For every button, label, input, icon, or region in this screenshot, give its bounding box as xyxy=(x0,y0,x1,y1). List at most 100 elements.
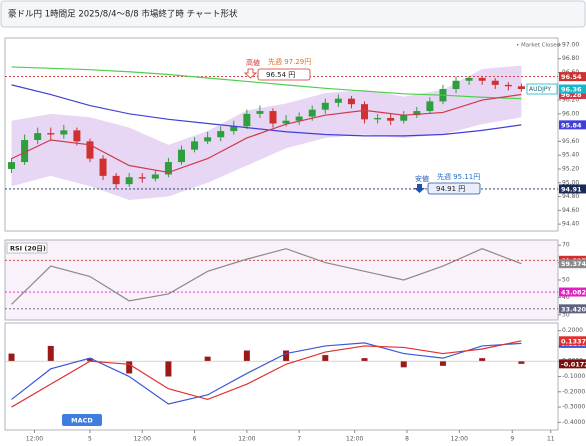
candle-body xyxy=(517,86,525,90)
candle-body xyxy=(191,141,199,150)
candle-body xyxy=(426,101,434,112)
x-tick-label: 12:00 xyxy=(238,436,255,443)
y-tick-label: 30 xyxy=(562,311,570,318)
axis-tag-box xyxy=(559,359,586,369)
macd-histogram-bar xyxy=(361,358,368,362)
y-tick-label: 96.20 xyxy=(562,97,579,104)
macd-histogram-bar xyxy=(400,361,407,368)
y-tick-label: 95.60 xyxy=(562,138,579,145)
candle-body xyxy=(478,77,486,81)
candle-body xyxy=(269,111,277,124)
title-bar xyxy=(0,0,586,28)
candle-body xyxy=(177,149,185,163)
candle-body xyxy=(34,133,42,141)
x-tick-label: 12:00 xyxy=(134,436,151,443)
axis-tag-label: 59.3742 xyxy=(561,260,586,268)
annotation-high: 高値 xyxy=(246,58,260,67)
axis-tag-box xyxy=(559,72,586,82)
candle-body xyxy=(230,126,238,132)
y-tick-label: 0.2000 xyxy=(562,327,583,334)
macd-histogram-bar xyxy=(243,350,250,362)
candle-body xyxy=(21,140,29,163)
y-tick-label: 70 xyxy=(562,242,570,249)
candle-body xyxy=(243,113,251,127)
axis-tag-box xyxy=(559,287,586,297)
candle-body xyxy=(47,133,55,135)
macd-histogram-bar xyxy=(479,358,486,362)
candle-body xyxy=(125,177,133,185)
x-tick-label: 5 xyxy=(88,436,92,443)
annotation-low: 安値 xyxy=(415,174,429,183)
page-title: 豪ドル円 1時間足 2025/8/4～8/8 市場終了時 チャート形状 xyxy=(8,9,238,20)
candle-body xyxy=(204,137,212,142)
panel-title-box xyxy=(62,414,102,426)
macd-histogram-bar xyxy=(165,361,172,377)
y-tick-label: -0.4000 xyxy=(562,419,585,426)
candle-body xyxy=(73,130,81,142)
arrow-down xyxy=(414,184,425,193)
indicator-line xyxy=(11,248,522,305)
macd-histogram-bar xyxy=(518,361,525,364)
axis-tag-label: 43.0822 xyxy=(561,289,586,297)
y-tick-label: 94.40 xyxy=(562,221,579,228)
candle-body xyxy=(465,77,473,81)
y-tick-label: 95.40 xyxy=(562,152,579,159)
axis-tag-box xyxy=(559,84,586,94)
macd-histogram-bar xyxy=(283,350,290,362)
y-tick-label: -0.1000 xyxy=(562,373,585,380)
macd-histogram-bar xyxy=(322,355,329,362)
y-tick-label: 94.60 xyxy=(562,207,579,214)
y-tick-label: 95.20 xyxy=(562,165,579,172)
x-tick-label: 12:00 xyxy=(346,436,363,443)
candle-body xyxy=(321,102,329,110)
x-tick-label: 9 xyxy=(510,436,514,443)
y-tick-label: -0.2000 xyxy=(562,388,585,395)
candle-body xyxy=(86,141,94,159)
candle-body xyxy=(374,117,382,120)
macd-histogram-bar xyxy=(204,356,211,362)
candle-body xyxy=(452,80,460,90)
candle-body xyxy=(282,120,290,124)
symbol-tag: AUDJPY xyxy=(529,86,551,93)
y-tick-label: 96.80 xyxy=(562,55,579,62)
axis-tag-label: 96.54 xyxy=(561,73,582,81)
candle-body xyxy=(99,158,107,176)
x-tick-label: 7 xyxy=(297,436,301,443)
y-tick-label: 94.80 xyxy=(562,193,579,200)
y-tick-label: 97.00 xyxy=(562,41,579,48)
panel-title-box xyxy=(6,242,48,254)
annotation-high-prev: 先週 97.29円 xyxy=(268,57,311,66)
panel xyxy=(4,322,559,431)
symbol-tag-box xyxy=(526,83,558,95)
axis-tag-box xyxy=(559,259,586,269)
macd-histogram-bar xyxy=(126,361,133,374)
candle-body xyxy=(308,109,316,117)
candle-body xyxy=(361,104,369,120)
annotation-low-prev: 先週 95.11円 xyxy=(437,172,480,181)
macd-histogram-bar xyxy=(47,345,54,362)
market-status: • Market Closed xyxy=(516,43,560,49)
y-tick-label: -0.3000 xyxy=(562,404,585,411)
axis-tag-label: 95.84 xyxy=(561,121,582,129)
candle-body xyxy=(217,131,225,138)
panel-title: MACD xyxy=(71,417,93,425)
x-tick-label: 12:00 xyxy=(26,436,43,443)
candle-body xyxy=(112,175,120,185)
candle-body xyxy=(138,177,146,179)
y-tick-label: 95.00 xyxy=(562,179,579,186)
y-tick-label: 40 xyxy=(562,294,570,301)
axis-tag-label: 96.36 xyxy=(561,86,582,94)
axis-tag-label: 96.28 xyxy=(561,91,582,99)
candle-body xyxy=(491,80,499,85)
candle-body xyxy=(387,117,395,121)
axis-tag-label: 0.1337 xyxy=(561,337,586,345)
candle-body xyxy=(151,174,159,179)
y-tick-label: 50 xyxy=(562,277,570,284)
axis-tag-box xyxy=(559,304,586,314)
axis-tag-label: 94.91 xyxy=(561,185,582,193)
macd-histogram-bar xyxy=(86,358,93,362)
candle-body xyxy=(256,111,264,114)
indicator-line xyxy=(11,93,522,174)
axis-tag-label: -0.0172 xyxy=(561,360,586,368)
